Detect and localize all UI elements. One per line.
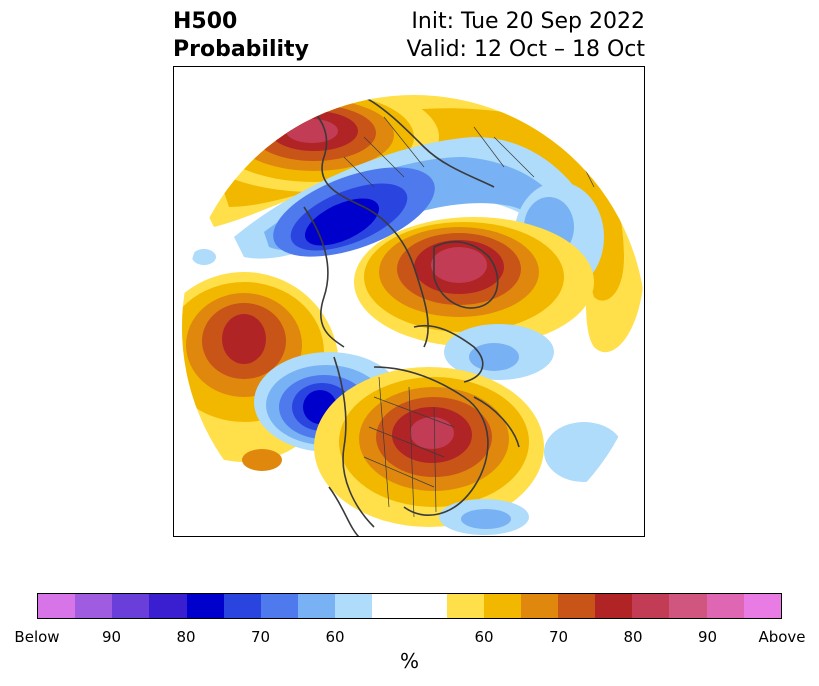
warm-anomaly-north-crimson: [431, 247, 487, 283]
warm-anomaly-pacific-red: [222, 314, 266, 364]
probability-map: [182, 95, 644, 536]
colorbar-unit-label: %: [399, 649, 419, 673]
cool-anomaly-se-midblue: [461, 509, 511, 529]
colorbar-tick-label: 80: [623, 628, 643, 646]
colorbar-segment: [186, 594, 224, 618]
title-line-1: H500: [173, 9, 238, 34]
colorbar-tick-label: Above: [758, 628, 806, 646]
cool-anomaly-tiny: [192, 249, 216, 265]
title-block: H500 Probability: [173, 8, 309, 64]
colorbar-segment: [297, 594, 336, 618]
coastlines: [283, 95, 520, 536]
colorbar-tick-label: 70: [250, 628, 271, 646]
colorbar-segment: [38, 594, 76, 618]
colorbar-segment: [483, 594, 521, 618]
colorbar-segment: [669, 594, 707, 618]
cool-anomaly-small-midblue: [469, 343, 519, 371]
colorbar-segment: [260, 594, 298, 618]
colorbar-tick-label: 90: [697, 628, 718, 646]
colorbar-segment: [75, 594, 113, 618]
colorbar-tick-label: 80: [176, 628, 196, 646]
warm-anomaly-pacific-south: [242, 449, 282, 471]
cool-anomaly-atlantic-lightblue: [544, 422, 624, 482]
colorbar-segment: [372, 594, 410, 618]
colorbar-segment: [595, 594, 633, 618]
date-block: Init: Tue 20 Sep 2022 Valid: 12 Oct – 18…: [407, 8, 645, 64]
colorbar-segment: [409, 594, 447, 618]
colorbar-tick-label: 90: [101, 628, 122, 646]
colorbar-segment: [632, 594, 670, 618]
colorbar-segment: [149, 594, 187, 618]
title-line-2: Probability: [173, 37, 309, 62]
colorbar-tick-label: 60: [474, 628, 494, 646]
colorbar-segment: [557, 594, 596, 618]
warm-anomaly-top-crimson: [286, 119, 338, 143]
init-date-text: Init: Tue 20 Sep 2022: [411, 9, 645, 34]
colorbar-tick-label: Below: [14, 628, 60, 646]
colorbar-segment: [743, 594, 781, 618]
cool-core-deep: [304, 198, 380, 246]
valid-date-text: Valid: 12 Oct – 18 Oct: [406, 37, 645, 62]
colorbar-segment: [520, 594, 558, 618]
colorbar-segment: [223, 594, 261, 618]
probability-colorbar: [37, 593, 782, 619]
colorbar-segment: [112, 594, 150, 618]
warm-anomaly-na-crimson: [410, 417, 454, 449]
colorbar-tick-label: 60: [325, 628, 345, 646]
colorbar-tick-label: 70: [548, 628, 569, 646]
map-panel: [173, 66, 645, 537]
colorbar-tick-labels: Below 90 80 70 60 60 70 80 90 Above: [0, 628, 819, 648]
colorbar-segment: [446, 594, 484, 618]
colorbar-segment: [706, 594, 744, 618]
colorbar-segment: [335, 594, 373, 618]
